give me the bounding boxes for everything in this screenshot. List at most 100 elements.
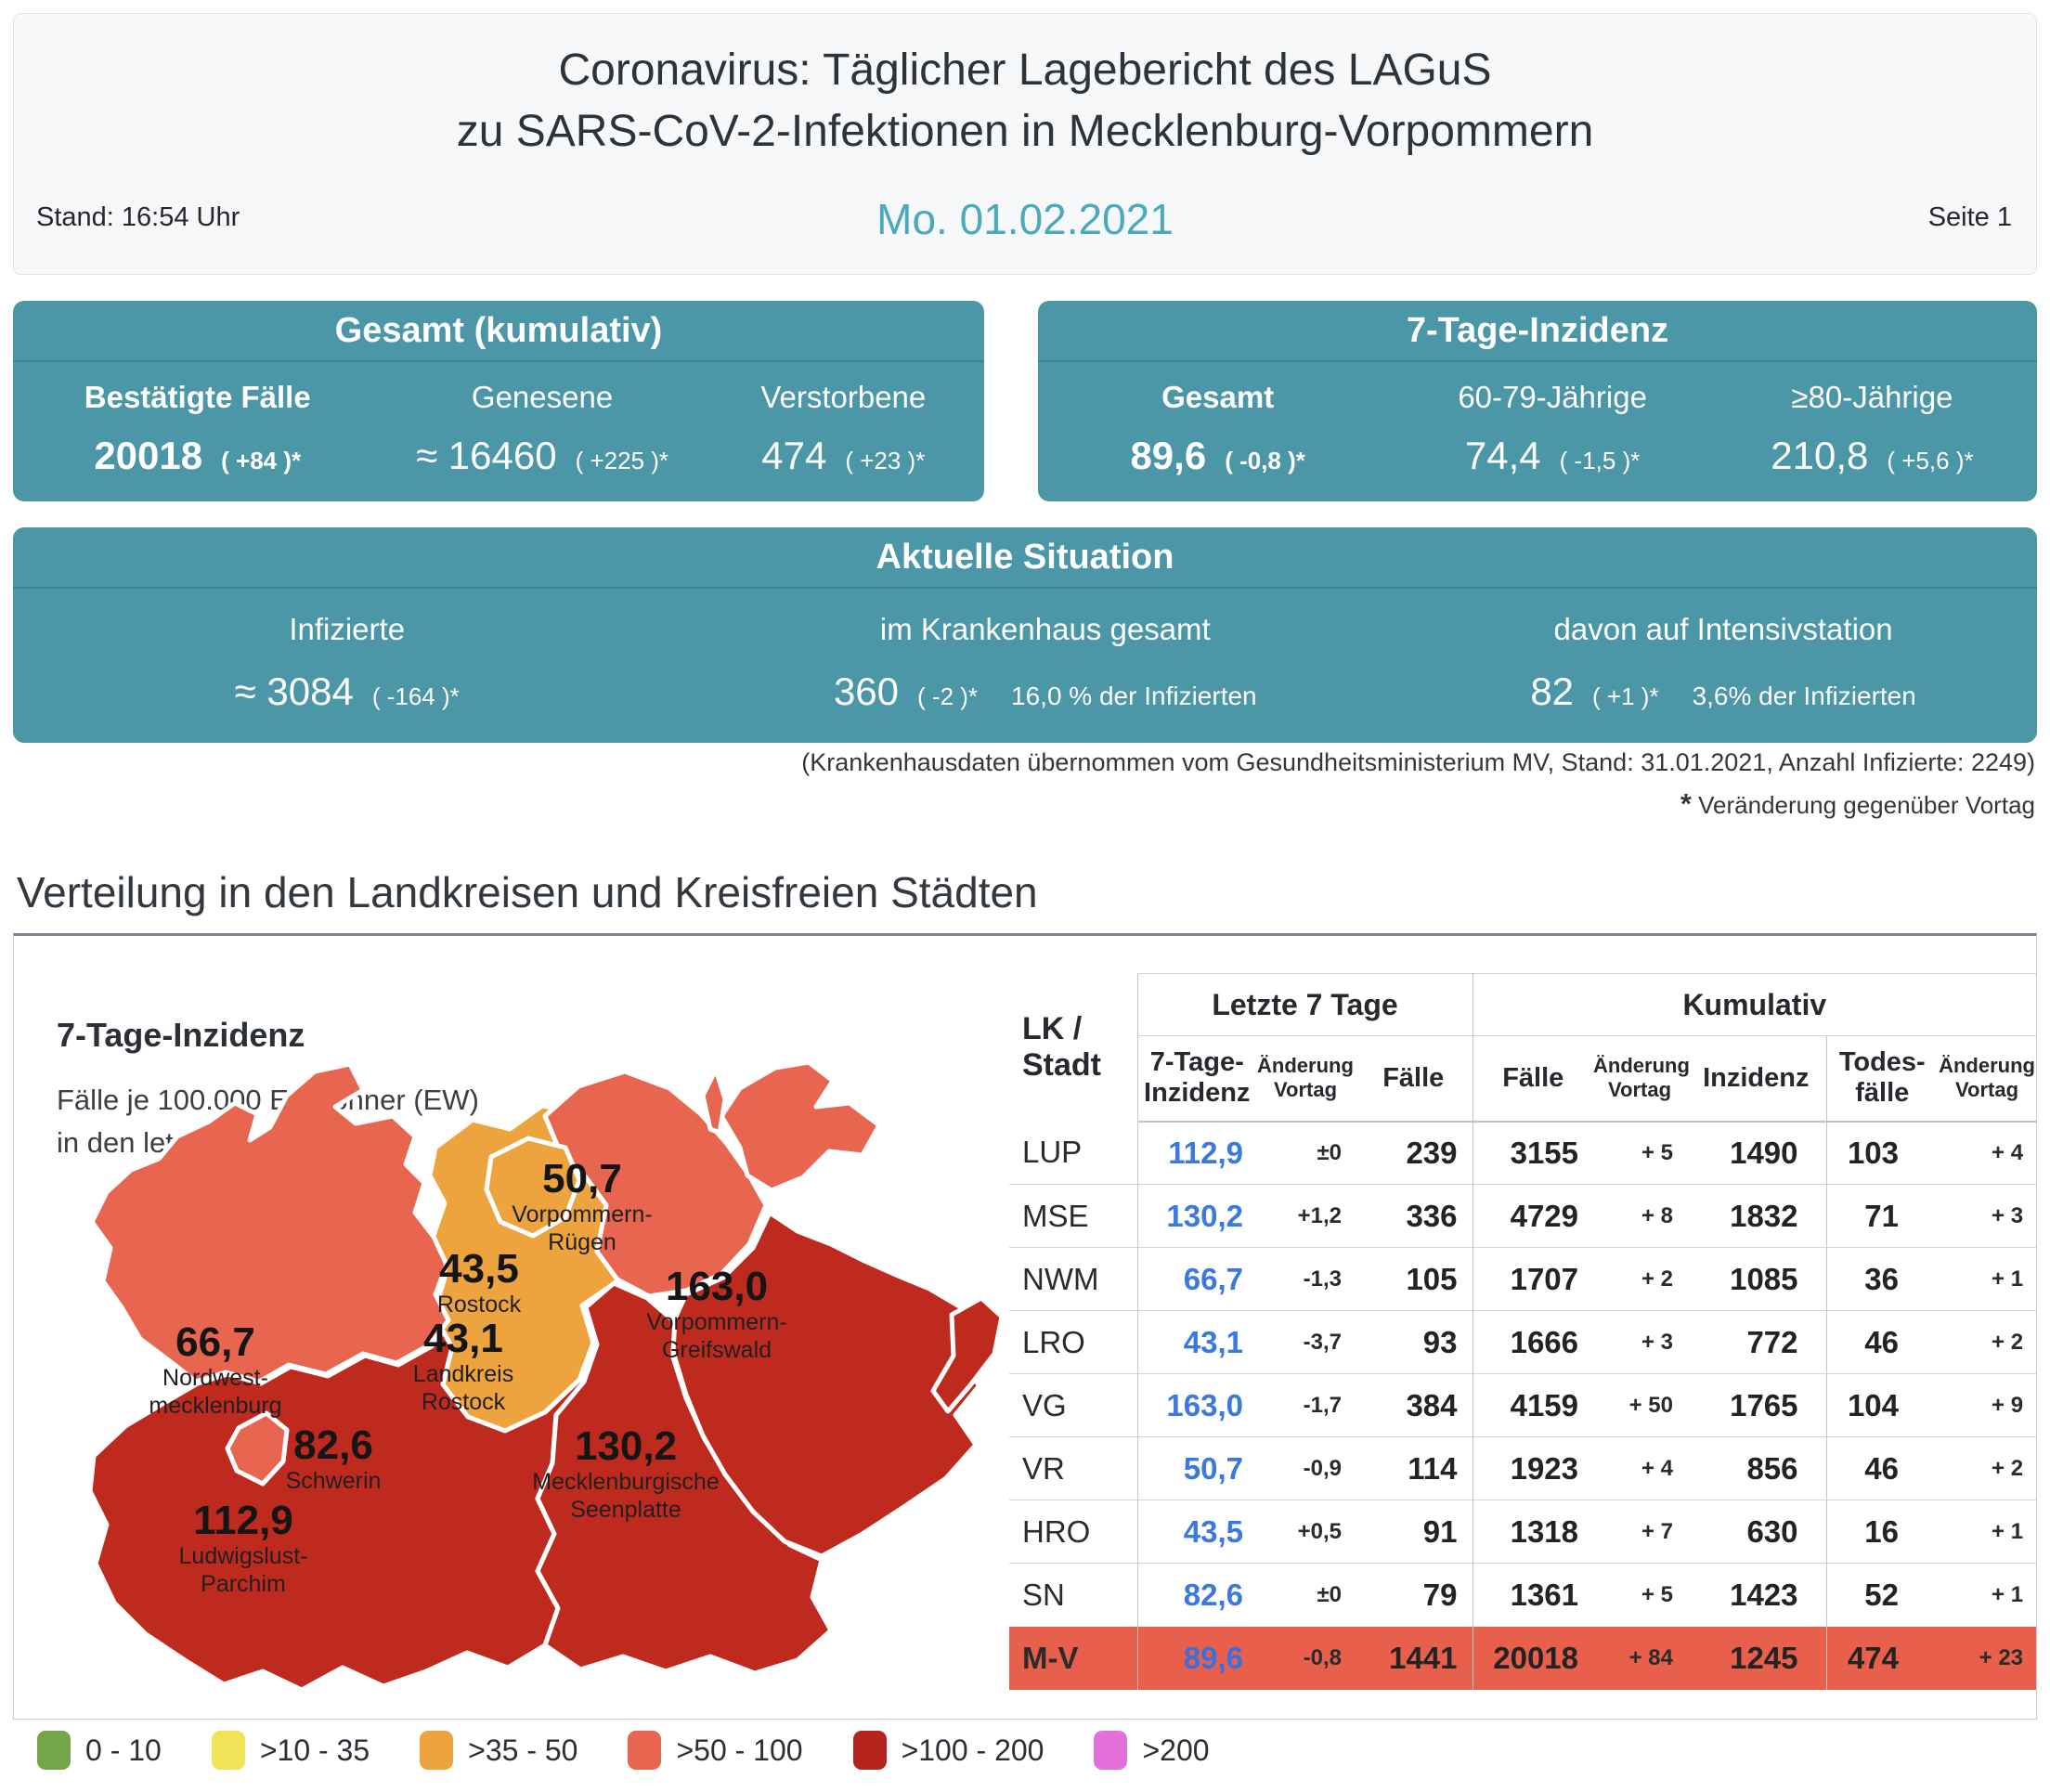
map-subtitle-line1: Fälle je 100.000 Einwohner (EW) bbox=[57, 1084, 479, 1116]
cell-7-tage-inzidenz: 43,1 bbox=[1137, 1310, 1256, 1374]
report-date: Mo. 01.02.2021 bbox=[876, 195, 1174, 243]
district-distribution-panel: 7-Tage-Inzidenz Fälle je 100.000 Einwohn… bbox=[13, 933, 2037, 1720]
column-header-faelle-kumulativ: Fälle bbox=[1473, 1035, 1594, 1123]
cell-faelle-kumulativ: 1361 bbox=[1473, 1563, 1594, 1627]
cell-aenderung-todesfaelle: + 1 bbox=[1938, 1247, 2037, 1311]
legend-item: >100 - 200 bbox=[852, 1731, 1044, 1770]
stat-value: 82 bbox=[1530, 669, 1575, 714]
stat-label: im Krankenhaus gesamt bbox=[879, 611, 1211, 646]
cell-aenderung-faelle: + 84 bbox=[1593, 1626, 1687, 1690]
cell-district-code: HRO bbox=[1009, 1500, 1138, 1564]
legend-color-swatch bbox=[420, 1731, 454, 1770]
stat-change: ( +1 )* bbox=[1592, 682, 1659, 711]
table-row: LRO 43,1 -3,7 93 1666 + 3 772 46 + 2 bbox=[1009, 1310, 2037, 1374]
column-group-letzte-7-tage: Letzte 7 Tage bbox=[1137, 973, 1473, 1036]
cell-aenderung-faelle: + 4 bbox=[1593, 1436, 1687, 1500]
table-row: NWM 66,7 -1,3 105 1707 + 2 1085 36 + 1 bbox=[1009, 1247, 2037, 1311]
map-region-hiddensee-island bbox=[700, 1067, 728, 1136]
district-table: LK / Stadt Letzte 7 Tage Kumulativ 7-Tag… bbox=[1009, 973, 2037, 1690]
legend-item: >35 - 50 bbox=[420, 1731, 577, 1770]
stat-label: Gesamt bbox=[1161, 380, 1275, 415]
legend: 0 - 10 >10 - 35 >35 - 50 >50 - 100 >100 … bbox=[37, 1731, 1210, 1770]
cell-aenderung-inzidenz: ±0 bbox=[1317, 1139, 1342, 1165]
legend-label: >35 - 50 bbox=[468, 1733, 578, 1767]
column-header-7-tage-inzidenz: 7-Tage- Inzidenz bbox=[1137, 1035, 1256, 1123]
cell-todesfaelle: 104 bbox=[1826, 1373, 1939, 1437]
cell-7-tage-inzidenz: 82,6 bbox=[1137, 1563, 1256, 1627]
stat-change: ( +84 )* bbox=[221, 446, 302, 474]
legend-item: 0 - 10 bbox=[37, 1731, 162, 1770]
cell-faelle-kumulativ: 20018 bbox=[1473, 1626, 1594, 1690]
mecklenburg-vorpommern-map bbox=[87, 1059, 1005, 1693]
cell-faelle-kumulativ: 3155 bbox=[1510, 1135, 1579, 1170]
cell-inzidenz-kumulativ: 856 bbox=[1686, 1436, 1827, 1500]
footnote-change-text: Veränderung gegenüber Vortag bbox=[1691, 791, 2035, 819]
table-row: SN 82,6 ±0 79 1361 + 5 1423 52 + 1 bbox=[1009, 1563, 2037, 1627]
column-header-todesfaelle: Todes- fälle bbox=[1826, 1035, 1939, 1123]
cell-aenderung-todesfaelle: + 9 bbox=[1938, 1373, 2037, 1437]
card-title: 7-Tage-Inzidenz bbox=[1038, 301, 2037, 362]
cell-faelle-7tage: 91 bbox=[1355, 1500, 1473, 1564]
cell-district-code: LUP bbox=[1009, 1121, 1138, 1185]
stat-infizierte: Infizierte ≈ 3084 ( -164 )* bbox=[13, 589, 681, 743]
column-header-faelle-7tage: Fälle bbox=[1355, 1035, 1473, 1123]
cell-district-code: VG bbox=[1009, 1373, 1138, 1437]
stat-label: 60-79-Jährige bbox=[1458, 380, 1647, 415]
cell-todesfaelle: 46 bbox=[1826, 1310, 1939, 1374]
stat-value: 360 bbox=[833, 669, 900, 714]
cell-todesfaelle: 52 bbox=[1826, 1563, 1939, 1627]
cell-aenderung-inzidenz: +1,2 bbox=[1256, 1184, 1355, 1248]
table-body: LUP 112,9 ±0 239 3155 + 5 1490 103 + 4 M… bbox=[1009, 1121, 2037, 1690]
stat-extra: 3,6% der Infizierten bbox=[1692, 682, 1916, 711]
map-region-ruegen-island bbox=[719, 1059, 882, 1193]
cell-aenderung-faelle: + 5 bbox=[1641, 1139, 1674, 1165]
map-region-usedom bbox=[930, 1295, 1005, 1414]
cell-faelle-kumulativ: 4159 bbox=[1473, 1373, 1594, 1437]
cell-inzidenz-kumulativ: 1423 bbox=[1686, 1563, 1827, 1627]
stat-change: ( -1,5 )* bbox=[1559, 446, 1641, 474]
cell-faelle-7tage: 336 bbox=[1355, 1184, 1473, 1248]
cell-inzidenz-kumulativ: 1490 bbox=[1686, 1121, 1827, 1185]
stat-change: ( -0,8 )* bbox=[1225, 446, 1305, 474]
card-title: Aktuelle Situation bbox=[13, 527, 2037, 589]
column-header-aenderung-vortag: Änderung Vortag bbox=[1256, 1035, 1355, 1123]
column-header-lk-stadt: LK / Stadt bbox=[1009, 973, 1138, 1122]
legend-color-swatch bbox=[628, 1731, 662, 1770]
legend-label: >50 - 100 bbox=[676, 1733, 803, 1767]
cell-aenderung-inzidenz: ±0 bbox=[1256, 1563, 1355, 1627]
stat-verstorbene: Verstorbene 474 ( +23 )* bbox=[703, 362, 984, 501]
cell-faelle-kumulativ: 1318 bbox=[1473, 1500, 1594, 1564]
report-title-line1: Coronavirus: Täglicher Lagebericht des L… bbox=[558, 45, 1492, 95]
stat-krankenhaus: im Krankenhaus gesamt 360 ( -2 )* 16,0 %… bbox=[681, 589, 1409, 743]
section-title: Verteilung in den Landkreisen und Kreisf… bbox=[17, 868, 1038, 916]
table-row: VR 50,7 -0,9 114 1923 + 4 856 46 + 2 bbox=[1009, 1436, 2037, 1500]
report-title-line2: zu SARS-CoV-2-Infektionen in Mecklenburg… bbox=[456, 107, 1594, 156]
cell-inzidenz-kumulativ: 1765 bbox=[1686, 1373, 1827, 1437]
column-header-aenderung-vortag: Änderung Vortag bbox=[1938, 1035, 2037, 1123]
stat-value: 210,8 bbox=[1771, 433, 1869, 477]
report-header: Coronavirus: Täglicher Lagebericht des L… bbox=[13, 13, 2037, 275]
report-timestamp: Stand: 16:54 Uhr bbox=[36, 202, 240, 232]
map-title: 7-Tage-Inzidenz bbox=[57, 1016, 305, 1054]
map-region-nordwestmecklenburg bbox=[89, 1061, 451, 1384]
stat-change: ( +23 )* bbox=[845, 446, 926, 474]
card-title: Gesamt (kumulativ) bbox=[13, 301, 984, 362]
table-row: LUP 112,9 ±0 239 3155 + 5 1490 103 + 4 bbox=[1009, 1121, 2036, 1185]
stat-change: ( -2 )* bbox=[917, 682, 979, 711]
legend-label: 0 - 10 bbox=[85, 1733, 162, 1767]
stat-value: 74,4 bbox=[1464, 433, 1541, 477]
choropleth-map: 66,7 Nordwest- mecklenburg 43,5 Rostock … bbox=[36, 1055, 1011, 1716]
cell-7-tage-inzidenz: 43,5 bbox=[1137, 1500, 1256, 1564]
cell-aenderung-faelle: + 3 bbox=[1593, 1310, 1687, 1374]
cell-aenderung-todesfaelle: + 4 bbox=[1992, 1139, 2024, 1165]
cell-todesfaelle: 474 bbox=[1826, 1626, 1939, 1690]
legend-item: >200 bbox=[1094, 1731, 1210, 1770]
cell-inzidenz-kumulativ: 1832 bbox=[1686, 1184, 1827, 1248]
stat-change: ( +225 )* bbox=[575, 446, 669, 474]
cell-7-tage-inzidenz: 130,2 bbox=[1137, 1184, 1256, 1248]
cell-inzidenz-kumulativ: 630 bbox=[1686, 1500, 1827, 1564]
cell-aenderung-inzidenz: -0,9 bbox=[1256, 1436, 1355, 1500]
cell-aenderung-faelle: + 5 bbox=[1593, 1563, 1687, 1627]
legend-item: >50 - 100 bbox=[628, 1731, 803, 1770]
cell-7-tage-inzidenz: 89,6 bbox=[1137, 1626, 1256, 1690]
